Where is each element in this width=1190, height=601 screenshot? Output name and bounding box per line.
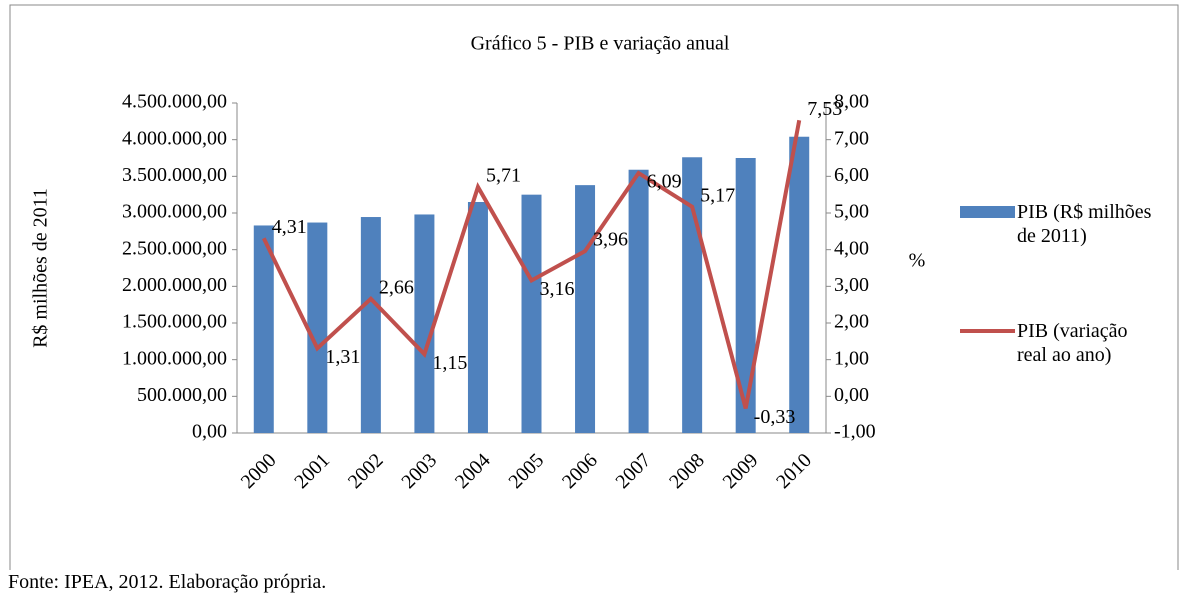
legend-label: PIB (R$ milhões de 2011): [1017, 201, 1152, 247]
y2-tick-label: 8,00: [834, 91, 869, 113]
legend-swatch: [960, 206, 1015, 218]
bar: [467, 202, 488, 433]
y-tick-label: 4.500.000,00: [122, 91, 227, 113]
y-tick-label: 500.000,00: [137, 384, 227, 406]
bar: [360, 217, 381, 433]
bar: [628, 169, 649, 433]
data-label: 1,31: [325, 346, 360, 368]
y-tick-label: 2.000.000,00: [122, 274, 227, 296]
x-tick-label: 2007: [612, 449, 656, 493]
data-label: 3,96: [593, 229, 628, 251]
y-tick-label: 2.500.000,00: [122, 237, 227, 259]
y-tick-label: 3.500.000,00: [122, 164, 227, 186]
y2-tick-label: 7,00: [834, 127, 869, 149]
x-tick-label: 2008: [665, 449, 709, 493]
x-tick-label: 2000: [237, 449, 281, 493]
bar: [789, 136, 810, 433]
y-tick-label: 3.000.000,00: [122, 201, 227, 223]
bar: [307, 222, 328, 433]
x-tick-label: 2002: [344, 449, 388, 493]
x-tick-label: 2010: [772, 449, 816, 493]
data-label: 2,66: [379, 276, 414, 298]
x-tick-label: 2003: [397, 449, 441, 493]
data-label: 4,31: [272, 216, 307, 238]
chart-title: Gráfico 5 - PIB e variação anual: [471, 33, 730, 55]
y2-tick-label: 6,00: [834, 164, 869, 186]
data-label: 6,09: [647, 171, 682, 193]
y2-tick-label: 1,00: [834, 347, 869, 369]
y-tick-label: 4.000.000,00: [122, 127, 227, 149]
y-tick-label: 1.000.000,00: [122, 347, 227, 369]
x-tick-label: 2004: [451, 449, 495, 493]
bar: [414, 214, 435, 433]
y-tick-label: 0,00: [192, 421, 227, 443]
line: [261, 119, 802, 409]
legend-label: PIB (variação real ao ano): [1017, 320, 1128, 366]
x-tick-label: 2006: [558, 449, 602, 493]
bar: [253, 225, 274, 433]
footer: Fonte: IPEA, 2012. Elaboração própria.: [8, 571, 327, 593]
bar: [735, 158, 756, 433]
x-tick-label: 2009: [719, 449, 763, 493]
y2-tick-label: -1,00: [834, 421, 876, 443]
data-label: 5,71: [486, 165, 521, 187]
y-tick-label: 1.500.000,00: [122, 311, 227, 333]
bar: [682, 157, 703, 433]
y-axis-title: R$ milhões de 2011: [30, 188, 52, 348]
x-tick-label: 2005: [504, 449, 548, 493]
bar: [521, 194, 542, 433]
data-label: 3,16: [540, 278, 575, 300]
y2-axis-title: %: [909, 250, 926, 272]
y2-tick-label: 0,00: [834, 384, 869, 406]
bar: [575, 185, 596, 433]
y2-tick-label: 2,00: [834, 311, 869, 333]
chart-frame: [9, 4, 1179, 570]
y2-tick-label: 4,00: [834, 237, 869, 259]
data-label: 5,17: [700, 184, 735, 206]
data-label: -0,33: [754, 406, 796, 428]
data-label: 1,15: [432, 352, 467, 374]
y2-tick-label: 5,00: [834, 201, 869, 223]
data-label: 7,53: [807, 98, 842, 120]
x-tick-label: 2001: [290, 449, 334, 493]
y2-tick-label: 3,00: [834, 274, 869, 296]
